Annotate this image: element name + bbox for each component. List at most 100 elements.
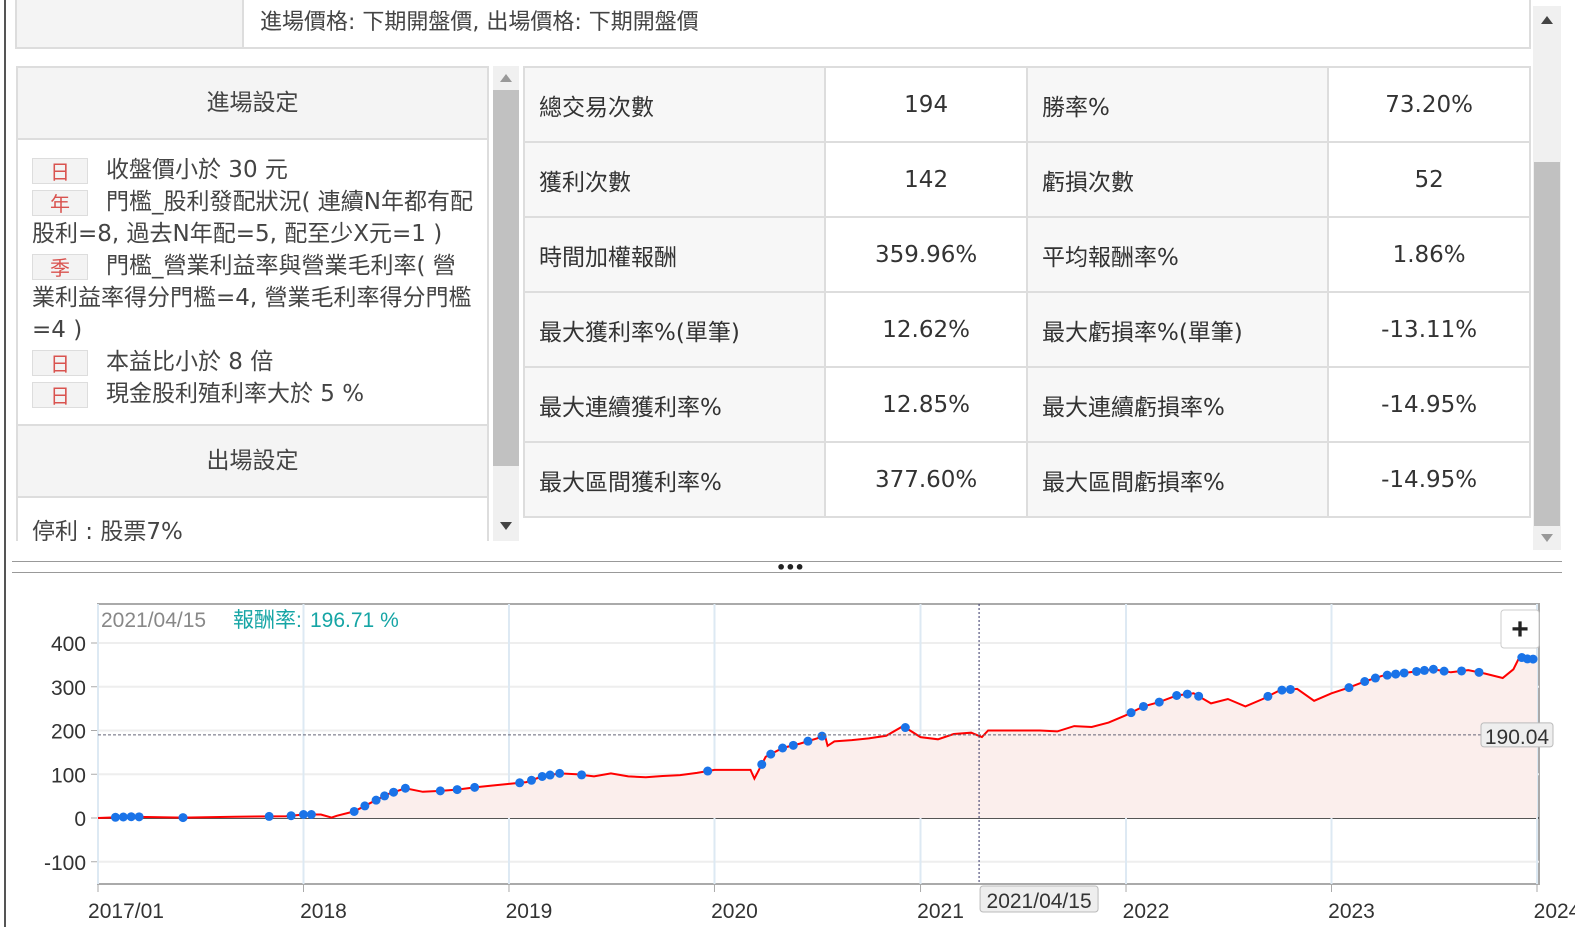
trade-marker — [1382, 670, 1392, 680]
x-tick-label: 2023 — [1328, 900, 1375, 923]
stat-value: 194 — [824, 66, 1028, 143]
trade-marker — [1126, 708, 1136, 718]
trade-marker — [1391, 669, 1401, 679]
condition-text: 門檻_營業利益率與營業毛利率( 營業利益率得分門檻=4, 營業毛利率得分門檻=4… — [32, 253, 472, 343]
trade-marker — [1154, 697, 1164, 707]
stat-value: 377.60% — [824, 441, 1028, 518]
crosshair-value-label: 190.04 — [1485, 726, 1550, 749]
trade-marker — [788, 740, 798, 750]
scrollbar-thumb[interactable] — [493, 90, 519, 466]
trade-marker — [803, 736, 813, 746]
price-setting-row: 進場價格: 下期開盤價, 出場價格: 下期開盤價 — [15, 0, 1531, 49]
frequency-tag: 季 — [32, 253, 88, 280]
y-tick-label: 300 — [51, 677, 86, 700]
condition-text: 門檻_股利發配狀況( 連續N年都有配股利=8, 過去N年配=5, 配至少X元=1… — [32, 189, 473, 247]
scroll-down-icon[interactable] — [1541, 534, 1553, 542]
stat-value: 1.86% — [1327, 216, 1531, 293]
trade-marker — [126, 812, 136, 822]
trade-marker — [1419, 665, 1429, 675]
settings-scrollbar[interactable] — [493, 66, 519, 541]
trade-marker — [470, 782, 480, 792]
stat-label: 勝率% — [1025, 66, 1330, 143]
stat-label: 虧損次數 — [1025, 141, 1330, 218]
trade-marker — [452, 785, 462, 795]
zoom-button[interactable]: + — [1500, 609, 1540, 649]
trade-marker — [555, 768, 565, 778]
condition-item: 日收盤價小於 30 元 — [32, 154, 473, 186]
trade-marker — [900, 723, 910, 733]
price-setting-label-cell — [17, 0, 244, 47]
trade-marker — [380, 791, 390, 801]
trade-marker — [306, 810, 316, 819]
exit-condition-text: 停利 : 股票7% — [32, 519, 183, 541]
trade-marker — [1457, 666, 1467, 676]
y-tick-label: 100 — [51, 764, 86, 787]
x-tick-label: 2018 — [300, 900, 347, 923]
trade-marker — [757, 759, 767, 769]
trade-marker — [264, 811, 274, 821]
return-line — [97, 655, 1538, 819]
page-scrollbar[interactable] — [1533, 6, 1561, 550]
crosshair-date-box — [979, 885, 1099, 913]
trade-marker — [286, 811, 296, 821]
trade-marker — [1285, 684, 1295, 694]
stat-value: 142 — [824, 141, 1028, 218]
y-tick-label: 0 — [74, 808, 86, 831]
stat-value: -14.95% — [1327, 441, 1531, 518]
frequency-tag: 日 — [32, 157, 88, 184]
trade-marker — [1474, 667, 1484, 677]
stat-value: 12.85% — [824, 366, 1028, 443]
trade-marker — [400, 783, 410, 793]
stat-value: -14.95% — [1327, 366, 1531, 443]
crosshair-value-box — [1480, 722, 1554, 748]
entry-conditions: 日收盤價小於 30 元 年門檻_股利發配狀況( 連續N年都有配股利=8, 過去N… — [18, 140, 487, 426]
stat-value: 359.96% — [824, 216, 1028, 293]
trade-marker — [1439, 666, 1449, 676]
trade-marker — [527, 775, 537, 785]
trade-marker — [1360, 677, 1370, 686]
window-edge — [4, 0, 6, 927]
stat-value: 12.62% — [824, 291, 1028, 368]
y-tick-label: 400 — [51, 633, 86, 656]
condition-item: 日本益比小於 8 倍 — [32, 346, 473, 378]
stat-value: 52 — [1327, 141, 1531, 218]
splitter-handle[interactable]: ••• — [776, 558, 805, 577]
trade-marker — [134, 812, 144, 822]
trade-marker — [1277, 685, 1287, 695]
trade-marker — [1370, 673, 1380, 683]
tooltip-value: 196.71 % — [310, 609, 399, 632]
frequency-tag: 日 — [32, 349, 88, 376]
trade-marker — [703, 766, 713, 776]
trade-marker — [537, 771, 547, 781]
x-tick-label: 2024 — [1534, 900, 1575, 923]
x-tick-label: 2020 — [711, 900, 758, 923]
trade-marker — [1428, 664, 1438, 674]
trade-marker — [778, 743, 788, 753]
stats-row: 最大連續獲利率% 12.85% 最大連續虧損率% -14.95% — [522, 366, 1531, 443]
trade-marker — [298, 810, 308, 819]
plus-icon[interactable]: + — [1511, 613, 1529, 646]
backtest-stats-table: 總交易次數 194 勝率% 73.20% 獲利次數 142 虧損次數 52 時間加權報酬 359.… — [522, 66, 1531, 518]
tooltip-date: 2021/04/15 — [101, 609, 206, 632]
stat-value: 73.20% — [1327, 66, 1531, 143]
stat-label: 時間加權報酬 — [522, 216, 827, 293]
x-tick-label: 2019 — [506, 900, 553, 923]
trade-marker — [545, 770, 555, 780]
frequency-tag: 年 — [32, 189, 88, 216]
scrollbar-thumb[interactable] — [1534, 162, 1560, 526]
trade-marker — [1138, 701, 1148, 711]
scroll-up-icon[interactable] — [500, 74, 512, 82]
trade-marker — [178, 813, 188, 823]
trade-marker — [1172, 691, 1182, 700]
return-chart[interactable]: 400 300 200 100 0 -100 2017/01 2018 2019 2020 2021… — [0, 580, 1575, 927]
panel-splitter[interactable] — [12, 561, 1562, 573]
trade-marker — [577, 770, 587, 780]
price-setting-text: 進場價格: 下期開盤價, 出場價格: 下期開盤價 — [260, 10, 699, 35]
exit-settings-header: 出場設定 — [18, 426, 487, 498]
stat-label: 總交易次數 — [522, 66, 827, 143]
condition-item: 季門檻_營業利益率與營業毛利率( 營業利益率得分門檻=4, 營業毛利率得分門檻=… — [32, 250, 473, 346]
stat-value: -13.11% — [1327, 291, 1531, 368]
scroll-up-icon[interactable] — [1541, 16, 1553, 24]
frequency-tag: 日 — [32, 381, 88, 408]
scroll-down-icon[interactable] — [500, 522, 512, 530]
